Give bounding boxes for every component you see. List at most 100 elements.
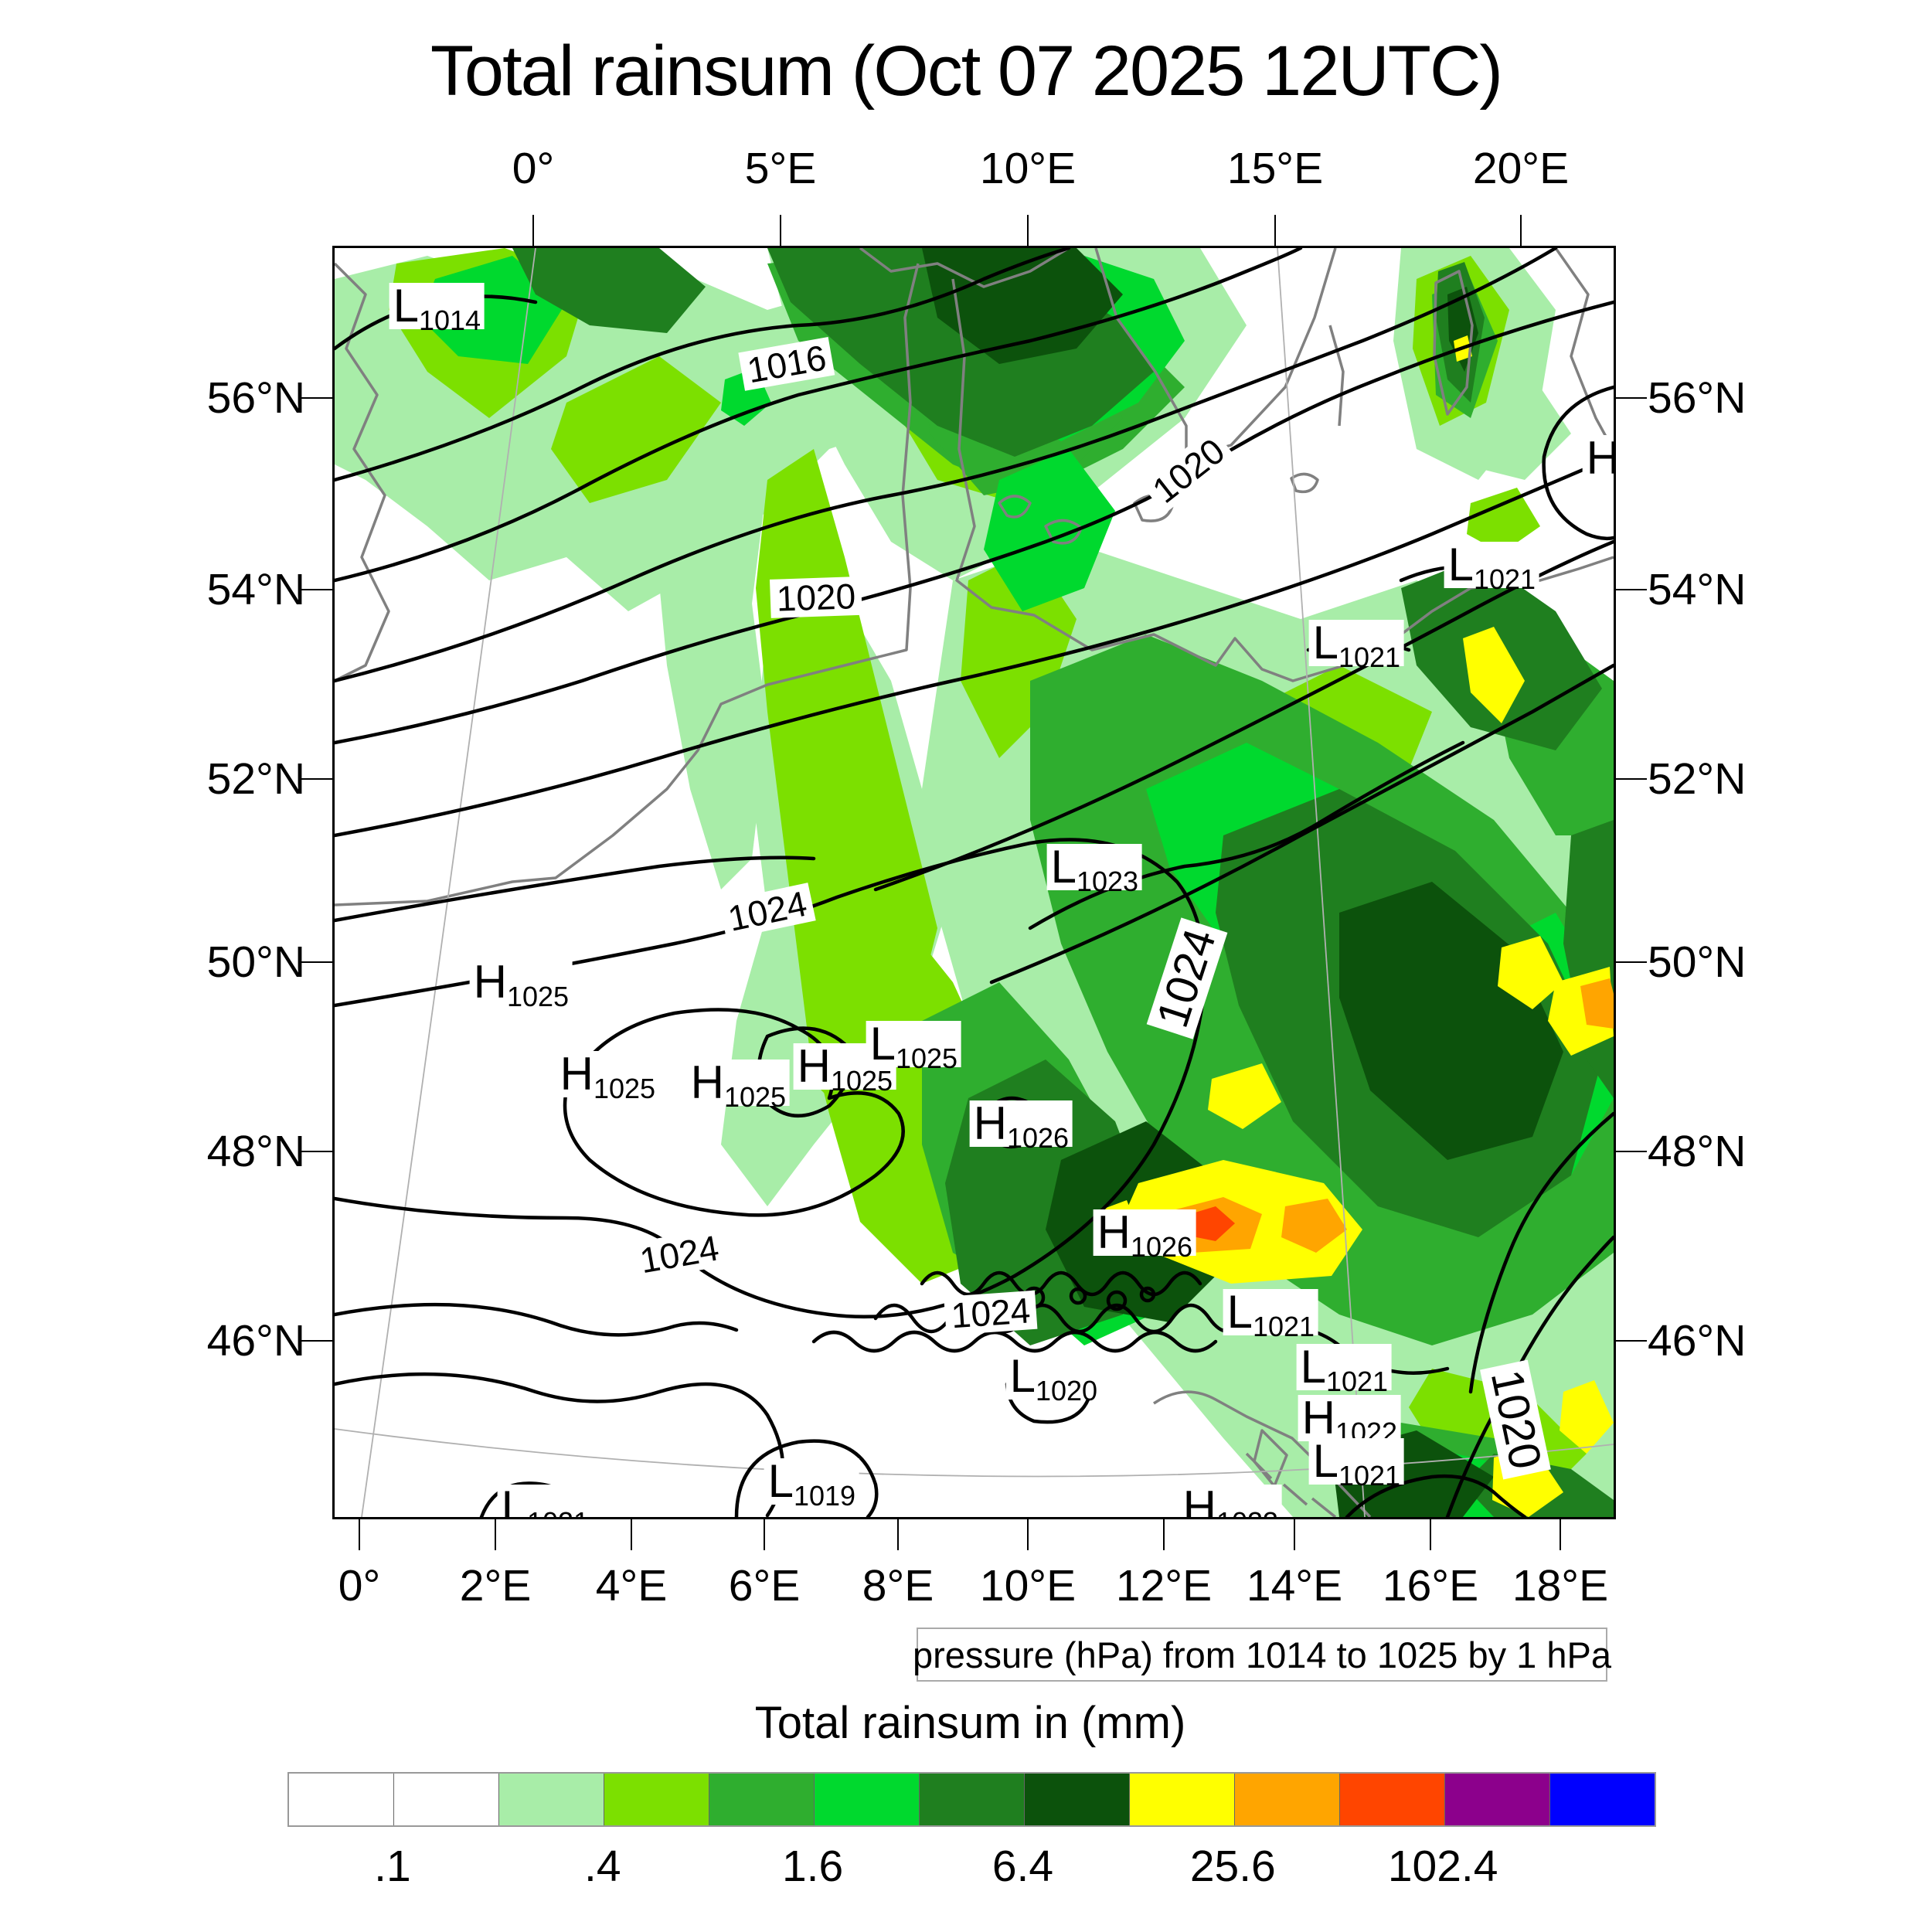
bottom-axis-label-16°E: 16°E xyxy=(1382,1561,1479,1611)
right-axis-label-50°N: 50°N xyxy=(1648,937,1747,987)
rain-layer-red xyxy=(1185,1206,1235,1241)
top-axis-tick xyxy=(1520,215,1522,246)
pressure-center-H1026: H1026 xyxy=(969,1097,1073,1151)
pressure-center-letter: L xyxy=(1312,617,1338,668)
colorbar-cell-8 xyxy=(1130,1774,1235,1825)
bottom-axis-label-6°E: 6°E xyxy=(728,1561,801,1611)
colorbar-cell-9 xyxy=(1235,1774,1340,1825)
left-axis-tick xyxy=(301,397,332,399)
pressure-center-letter: L xyxy=(501,1481,527,1519)
pressure-center-value: 1026 xyxy=(1006,1121,1070,1154)
isobar-value-label: 1020 xyxy=(769,576,863,619)
bottom-axis-tick xyxy=(631,1519,632,1550)
pressure-center-letter: H xyxy=(560,1048,594,1100)
pressure-center-letter: L xyxy=(767,1455,794,1507)
map-graphic xyxy=(335,248,1614,1517)
left-axis-tick xyxy=(301,1340,332,1342)
pressure-center-value: 1025 xyxy=(895,1042,958,1074)
right-axis-label-54°N: 54°N xyxy=(1648,565,1747,614)
colorbar-tick-label-.4: .4 xyxy=(583,1842,621,1891)
pressure-center-letter: H xyxy=(1587,432,1614,484)
pressure-center-letter: H xyxy=(1301,1392,1335,1444)
colorbar-tick-label-102.4: 102.4 xyxy=(1387,1842,1498,1891)
right-axis-tick xyxy=(1616,961,1647,963)
left-axis-label-54°N: 54°N xyxy=(206,565,305,614)
bottom-axis-label-10°E: 10°E xyxy=(979,1561,1077,1611)
contour-info-box: pressure (hPa) from 1014 to 1025 by 1 hP… xyxy=(913,1628,1611,1682)
pressure-center-value: 1023 xyxy=(1076,865,1139,897)
colorbar-title: Total rainsum in (mm) xyxy=(754,1698,1186,1748)
left-axis-label-52°N: 52°N xyxy=(206,754,305,804)
isobar-value-label: 1024 xyxy=(944,1290,1038,1335)
left-axis-label-56°N: 56°N xyxy=(206,373,305,423)
pressure-center-value: 1021 xyxy=(1338,641,1401,673)
top-axis-label-10°E: 10°E xyxy=(979,144,1077,193)
pressure-center-L1019: L1019 xyxy=(764,1455,860,1509)
pressure-center-letter: L xyxy=(1300,1341,1326,1393)
pressure-center-value: 1021 xyxy=(1338,1459,1401,1492)
pressure-center-L1021: L1021 xyxy=(1444,542,1540,593)
bottom-axis-label-14°E: 14°E xyxy=(1246,1561,1343,1611)
pressure-center-L1021: L1021 xyxy=(497,1485,594,1517)
contour-info-text: pressure (hPa) from 1014 to 1025 by 1 hP… xyxy=(913,1634,1611,1675)
right-axis-label-48°N: 48°N xyxy=(1648,1127,1747,1176)
pressure-center-letter: L xyxy=(1226,1286,1253,1338)
bottom-axis-tick xyxy=(1294,1519,1295,1550)
pressure-center-value: 1021 xyxy=(1473,563,1536,595)
left-axis-tick xyxy=(301,589,332,590)
pressure-center-L1023: L1023 xyxy=(1046,844,1143,895)
colorbar-cell-10 xyxy=(1340,1774,1445,1825)
pressure-center-value: 1026 xyxy=(1130,1230,1193,1263)
colorbar-cell-2 xyxy=(499,1774,604,1825)
bottom-axis-tick xyxy=(1560,1519,1561,1550)
bottom-axis-tick xyxy=(764,1519,765,1550)
pressure-center-letter: H xyxy=(690,1056,724,1108)
top-axis-tick xyxy=(1274,215,1276,246)
pressure-center-L1025: L1025 xyxy=(866,1018,962,1072)
top-axis-label-0°: 0° xyxy=(512,144,555,193)
pressure-center-value: 1021 xyxy=(1252,1310,1315,1342)
colorbar-cell-11 xyxy=(1445,1774,1550,1825)
left-axis-label-46°N: 46°N xyxy=(206,1316,305,1366)
left-axis-tick xyxy=(301,961,332,963)
pressure-center-value: 1014 xyxy=(418,304,481,336)
right-axis-tick xyxy=(1616,397,1647,399)
pressure-center-H: H xyxy=(1582,432,1614,484)
colorbar xyxy=(287,1772,1656,1827)
bottom-axis-tick xyxy=(1163,1519,1165,1550)
top-axis-label-5°E: 5°E xyxy=(744,144,817,193)
right-axis-label-46°N: 46°N xyxy=(1648,1316,1747,1366)
bottom-axis-tick xyxy=(495,1519,496,1550)
top-axis-tick xyxy=(780,215,781,246)
pressure-center-letter: L xyxy=(869,1018,896,1070)
colorbar-tick-label-1.6: 1.6 xyxy=(781,1842,844,1891)
pressure-center-value: 1021 xyxy=(527,1508,589,1517)
colorbar-tick-label-.1: .1 xyxy=(374,1842,411,1891)
bottom-axis-label-2°E: 2°E xyxy=(459,1561,532,1611)
right-axis-label-52°N: 52°N xyxy=(1648,754,1747,804)
bottom-axis-tick xyxy=(1027,1519,1029,1550)
pressure-center-H1025: H1025 xyxy=(556,1048,660,1102)
pressure-center-H1026: H1026 xyxy=(1093,1209,1197,1260)
pressure-center-letter: H xyxy=(973,1097,1007,1149)
pressure-center-letter: H xyxy=(473,956,507,1008)
map-plot-area: 10161020102010241024102410241020L1014HL1… xyxy=(332,246,1616,1519)
pressure-center-L1021: L1021 xyxy=(1308,617,1405,671)
top-axis-label-20°E: 20°E xyxy=(1472,144,1570,193)
colorbar-cell-3 xyxy=(604,1774,709,1825)
pressure-center-value: 1025 xyxy=(593,1072,656,1104)
pressure-center-value: 1025 xyxy=(830,1064,893,1097)
pressure-center-H1023: H1023 xyxy=(1179,1485,1283,1517)
right-axis-label-56°N: 56°N xyxy=(1648,373,1747,423)
colorbar-cell-4 xyxy=(709,1774,815,1825)
pressure-center-letter: H xyxy=(1182,1481,1216,1519)
colorbar-cell-0 xyxy=(289,1774,394,1825)
pressure-center-value: 1020 xyxy=(1035,1374,1098,1406)
page-title: Total rainsum (Oct 07 2025 12UTC) xyxy=(430,32,1503,111)
pressure-center-L1021: L1021 xyxy=(1223,1286,1319,1340)
colorbar-cell-5 xyxy=(815,1774,920,1825)
pressure-center-H1025: H1025 xyxy=(686,1060,791,1111)
left-axis-label-50°N: 50°N xyxy=(206,937,305,987)
colorbar-tick-label-25.6: 25.6 xyxy=(1189,1842,1276,1891)
pressure-center-value: 1025 xyxy=(506,980,570,1012)
